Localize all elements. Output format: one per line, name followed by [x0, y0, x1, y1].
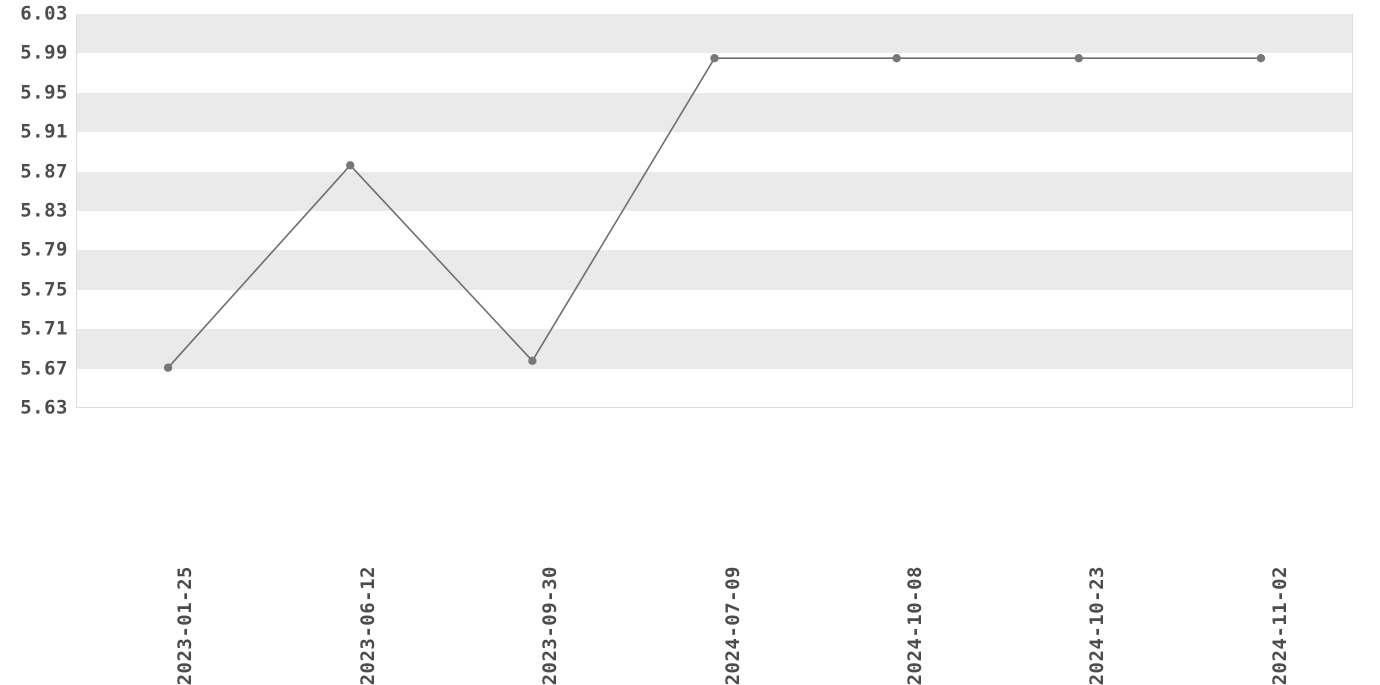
data-point-marker[interactable]	[1074, 54, 1083, 63]
y-tick-label: 5.71	[20, 317, 68, 340]
plot-area	[76, 14, 1353, 408]
data-point-marker[interactable]	[1256, 54, 1266, 63]
x-tick-label: 2023-01-25	[174, 566, 197, 685]
y-tick-label: 5.91	[20, 120, 68, 143]
x-tick-label: 2024-07-09	[721, 566, 744, 685]
y-tick-label: 5.95	[20, 81, 68, 104]
grid-band	[77, 250, 1352, 290]
y-tick-label: 5.75	[20, 278, 68, 301]
y-tick-label: 5.67	[20, 357, 68, 380]
y-tick-label: 6.03	[20, 2, 68, 25]
grid-band	[77, 92, 1352, 133]
series-layer	[163, 54, 1266, 372]
data-point-marker[interactable]	[528, 356, 537, 366]
series-line	[167, 57, 1262, 369]
y-tick-label: 5.79	[20, 238, 68, 261]
y-tick-label: 5.87	[20, 160, 68, 183]
x-tick-label: 2024-10-08	[903, 566, 926, 685]
data-point-marker[interactable]	[892, 54, 901, 63]
data-point-marker[interactable]	[346, 161, 355, 170]
data-point-marker[interactable]	[163, 363, 173, 372]
y-tick-label: 5.99	[20, 41, 68, 64]
x-tick-label: 2023-06-12	[356, 566, 379, 685]
grid-band	[77, 171, 1352, 211]
x-axis: 2023-01-25 2023-06-12 2023-09-30 2024-07-09…	[0, 414, 1380, 685]
alternating-row-bands	[77, 14, 1352, 407]
data-point-marker[interactable]	[710, 54, 719, 63]
y-tick-label: 5.63	[20, 396, 68, 419]
y-tick-label: 5.83	[20, 199, 68, 222]
grid-band	[77, 329, 1352, 369]
grid-band	[77, 14, 1352, 54]
x-tick-label: 2024-10-23	[1086, 566, 1109, 685]
y-axis: 6.03 5.99 5.95 5.91 5.87 5.83 5.79 5.75 5.71 5.67…	[0, 0, 68, 420]
x-tick-label: 2024-11-02	[1268, 566, 1291, 685]
x-tick-label: 2023-09-30	[539, 566, 562, 685]
